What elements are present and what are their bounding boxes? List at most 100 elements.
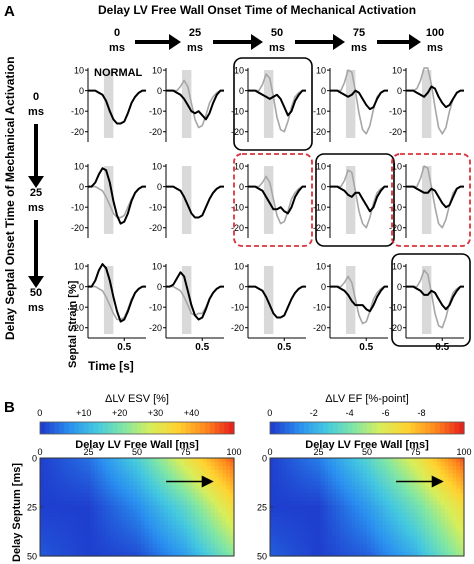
heatmap-cell xyxy=(440,552,446,557)
heatmap-cell xyxy=(452,485,457,490)
heatmap-cell xyxy=(214,516,220,522)
heatmap-cell xyxy=(382,516,387,522)
heatmap-cell xyxy=(429,516,434,522)
heatmap-cell xyxy=(285,461,290,467)
heatmap-cell xyxy=(210,461,216,467)
heatmap-cell xyxy=(164,508,169,514)
heatmap-cell xyxy=(297,469,302,475)
heatmap-cell xyxy=(370,536,376,541)
activation-window xyxy=(181,166,192,234)
heatmap-cell xyxy=(378,516,384,522)
y-tick-label: -20 xyxy=(389,323,402,333)
heatmap-cell xyxy=(171,548,177,553)
heatmap-cell xyxy=(226,485,231,490)
heatmap-cell xyxy=(370,540,376,545)
heatmap-cell xyxy=(71,458,76,463)
heatmap-cell xyxy=(47,489,53,494)
heatmap-cell xyxy=(164,497,169,502)
heatmap-cell xyxy=(148,532,154,537)
heatmap-cell xyxy=(281,505,287,510)
heatmap-cell xyxy=(413,544,419,549)
heatmap-cell xyxy=(109,458,115,463)
heatmap-cell xyxy=(332,540,337,545)
heatmap-cell xyxy=(191,497,196,502)
heatmap-cell xyxy=(332,477,337,483)
heatmap-cell xyxy=(86,552,92,557)
heatmap-cell xyxy=(328,532,333,537)
heatmap-cell xyxy=(195,544,200,549)
heatmap-cell xyxy=(351,469,356,475)
heatmap-cell xyxy=(339,552,345,557)
heatmap-cell xyxy=(394,544,399,549)
heatmap-cell xyxy=(297,465,302,471)
heatmap-cell xyxy=(382,508,387,514)
heatmap-cell xyxy=(351,473,356,479)
heatmap-cell xyxy=(273,469,279,475)
heatmap-cell xyxy=(94,497,99,502)
heatmap-cell xyxy=(183,552,189,557)
heatmap-cell xyxy=(308,493,314,498)
heatmap-cell xyxy=(444,469,450,475)
colorbar-title: ΔLV ESV [%] xyxy=(105,393,169,405)
heatmap-cell xyxy=(199,469,204,475)
heatmap-cell xyxy=(94,536,99,541)
heatmap-cell xyxy=(429,512,434,518)
heatmap-cell xyxy=(378,532,384,537)
heatmap-cell xyxy=(456,532,461,537)
heatmap-cell xyxy=(98,477,103,483)
heatmap-cell xyxy=(74,524,80,530)
heatmap-cell xyxy=(86,528,92,534)
heatmap-cell xyxy=(444,501,450,506)
heatmap-cell xyxy=(390,489,395,494)
heatmap-cell xyxy=(363,548,368,553)
heatmap-cell xyxy=(137,540,142,545)
heatmap-cell xyxy=(413,497,419,502)
heatmap-cell xyxy=(117,473,123,479)
heatmap-cell xyxy=(59,497,64,502)
heatmap-cell xyxy=(148,520,154,526)
x-tick-label: 0.5 xyxy=(277,342,291,353)
heatmap-cell xyxy=(374,520,380,526)
heatmap-cell xyxy=(59,516,64,522)
heatmap-cell xyxy=(285,528,290,534)
heatmap-cell xyxy=(51,469,57,475)
heatmap-cell xyxy=(359,548,364,553)
heatmap-cell xyxy=(316,473,322,479)
heatmap-cell xyxy=(409,501,415,506)
heatmap-cell xyxy=(359,501,364,506)
heatmap-cell xyxy=(440,481,446,487)
heatmap-cell xyxy=(277,516,283,522)
heatmap-cell xyxy=(78,473,84,479)
heatmap-cell xyxy=(390,524,395,530)
heatmap-cell xyxy=(109,552,115,557)
heatmap-cell xyxy=(98,512,103,518)
heatmap-cell xyxy=(417,524,422,530)
heatmap-cell xyxy=(308,473,314,479)
heatmap-cell xyxy=(168,524,173,530)
heatmap-cell xyxy=(117,528,123,534)
heatmap-cell xyxy=(281,516,287,522)
heatmap-cell xyxy=(226,532,231,537)
heatmap-cell xyxy=(316,465,322,471)
heatmap-cell xyxy=(312,528,318,534)
heatmap-cell xyxy=(417,477,422,483)
heatmap-cell xyxy=(71,461,76,467)
heatmap-cell xyxy=(448,544,453,549)
heatmap-cell xyxy=(312,516,318,522)
heatmap-cell xyxy=(43,548,49,553)
heatmap-cell xyxy=(401,469,407,475)
heatmap-cell xyxy=(405,465,411,471)
heatmap-cell xyxy=(98,544,103,549)
heatmap-cell xyxy=(378,540,384,545)
heatmap-cell xyxy=(82,540,88,545)
heatmap-cell xyxy=(308,540,314,545)
heatmap-cell xyxy=(328,489,333,494)
heatmap-cell xyxy=(386,489,391,494)
strain-panel: 100-10-20 xyxy=(389,66,464,142)
heatmap-cell xyxy=(199,477,204,483)
heatmap-cell xyxy=(129,461,134,467)
heatmap-cell xyxy=(187,497,192,502)
heatmap-cell xyxy=(289,461,294,467)
heatmap-cell xyxy=(78,552,84,557)
heatmap-cell xyxy=(160,458,165,463)
